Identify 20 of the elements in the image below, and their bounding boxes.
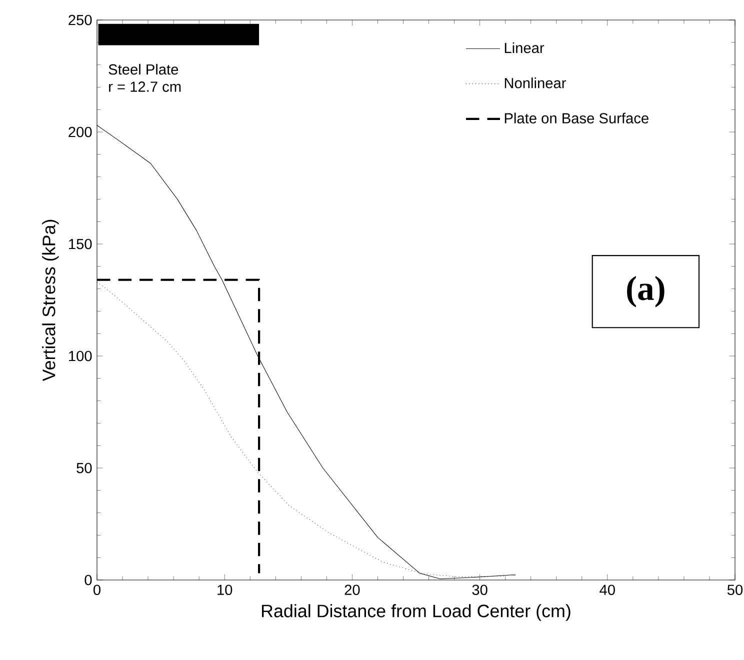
legend-label: Nonlinear [504,78,566,88]
y-tick-label: 250 [68,14,92,26]
y-tick-label: 50 [76,462,92,474]
x-tick-label: 50 [727,584,743,596]
y-tick-label: 100 [69,350,92,362]
annotation: r = 12.7 cm [109,82,181,92]
x-tick-label: 40 [600,584,615,596]
x-tick-label: 0 [94,584,100,596]
annotation: (a) [627,276,664,308]
x-tick-label: 10 [218,584,232,596]
y-axis-title: Vertical Stress (kPa) [42,220,59,382]
x-tick-label: 20 [344,584,360,596]
y-tick-label: 200 [68,126,92,138]
y-tick-label: 0 [84,574,92,586]
x-axis-title: Radial Distance from Load Center (cm) [262,604,570,621]
y-tick-label: 150 [69,238,92,250]
legend-label: Plate on Base Surface [504,112,648,124]
legend-label: Linear [504,42,544,54]
annotation: Steel Plate [108,64,178,75]
x-tick-label: 30 [472,584,488,596]
